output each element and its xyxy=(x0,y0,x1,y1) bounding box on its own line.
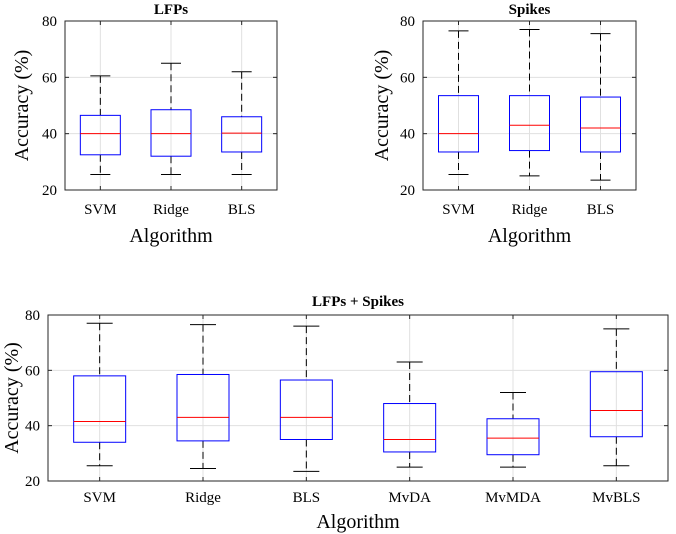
axes-frame xyxy=(47,314,669,482)
iqr-box xyxy=(176,373,230,442)
panel-lfps: 20 40 60 80 SVM Ridge BLS LFPs Algorithm Accuracy… xyxy=(11,2,278,247)
iqr-box xyxy=(221,116,263,153)
x-tick-label: Ridge xyxy=(185,490,221,506)
iqr-box xyxy=(150,109,192,157)
x-axis-label: Algorithm xyxy=(488,225,572,247)
box-bls xyxy=(279,325,333,472)
y-tick-label: 80 xyxy=(400,14,415,30)
y-tick-label: 40 xyxy=(400,127,415,143)
x-tick-label: MvMDA xyxy=(485,490,541,506)
y-tick-label: 20 xyxy=(400,183,415,199)
x-tick-label: SVM xyxy=(84,202,117,218)
y-tick-label: 80 xyxy=(42,14,57,30)
iqr-box xyxy=(279,379,333,440)
chart-title: LFPs xyxy=(154,2,188,18)
x-axis-label: Algorithm xyxy=(316,511,400,533)
box-svm xyxy=(438,30,479,176)
chart-title: LFPs + Spikes xyxy=(312,294,404,310)
box-svm xyxy=(79,75,121,176)
box-bls xyxy=(221,71,263,176)
x-tick-label: BLS xyxy=(228,202,256,218)
iqr-box xyxy=(580,96,621,153)
y-tick-label: 40 xyxy=(42,127,57,143)
y-axis-label: Accuracy (%) xyxy=(371,50,393,162)
chart-title: Spikes xyxy=(509,2,551,18)
x-tick-label: Ridge xyxy=(512,202,548,218)
box-bls xyxy=(580,33,621,181)
x-axis-label: Algorithm xyxy=(129,225,213,247)
y-axis-label: Accuracy (%) xyxy=(11,50,33,162)
box-mvda xyxy=(383,361,437,468)
x-tick-label: BLS xyxy=(293,490,321,506)
x-tick-label: SVM xyxy=(442,202,475,218)
iqr-box xyxy=(383,403,437,453)
box-ridge xyxy=(176,324,230,470)
y-tick-label: 80 xyxy=(25,308,40,324)
iqr-box xyxy=(79,114,121,156)
iqr-box xyxy=(509,95,550,152)
iqr-box xyxy=(589,371,643,438)
box-svm xyxy=(73,322,127,467)
iqr-box xyxy=(486,418,540,456)
x-tick-label: MvDA xyxy=(388,490,431,506)
y-tick-label: 20 xyxy=(25,474,40,490)
box-mvbls xyxy=(589,328,643,467)
y-tick-label: 60 xyxy=(400,70,415,86)
iqr-box xyxy=(438,95,479,153)
box-mvmda xyxy=(486,391,540,468)
x-tick-label: BLS xyxy=(587,202,615,218)
panel-spikes: 20 40 60 80 SVM Ridge BLS Spikes Algorithm Accura… xyxy=(371,2,637,247)
y-tick-label: 20 xyxy=(42,183,57,199)
y-tick-label: 60 xyxy=(42,70,57,86)
y-tick-label: 60 xyxy=(25,363,40,379)
x-tick-label: SVM xyxy=(83,490,116,506)
x-tick-label: MvBLS xyxy=(592,490,640,506)
box-ridge xyxy=(150,62,192,176)
y-axis-label: Accuracy (%) xyxy=(1,342,23,454)
box-ridge xyxy=(509,28,550,177)
y-tick-label: 40 xyxy=(25,419,40,435)
x-tick-label: Ridge xyxy=(153,202,189,218)
panel-lfps-spikes: 20 40 60 80 SVM Ridge BLS MvDA MvMDA MvBLS LFPs + … xyxy=(1,294,669,533)
iqr-box xyxy=(73,375,127,443)
